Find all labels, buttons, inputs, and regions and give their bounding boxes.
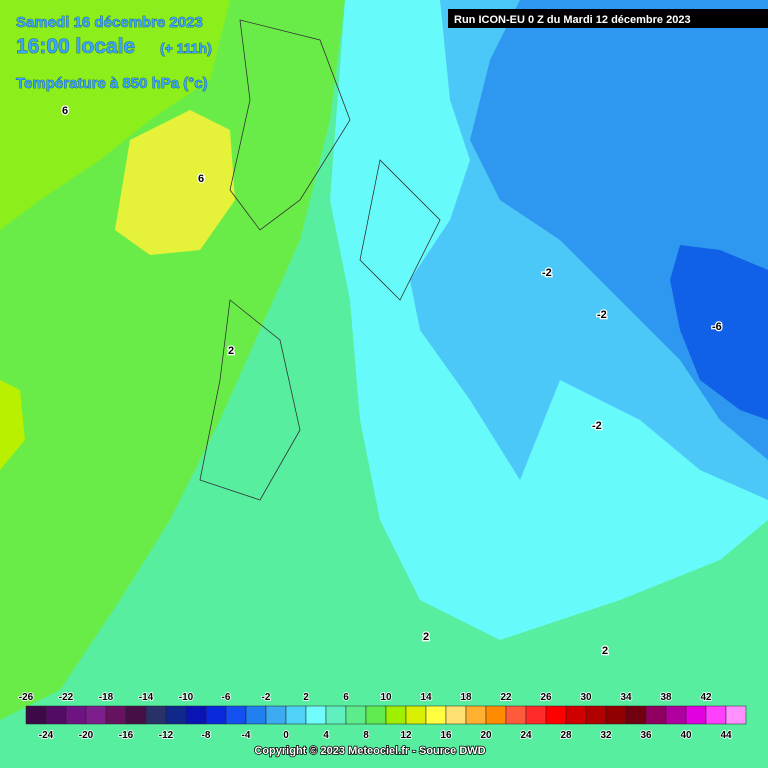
- color-scale: -26-24-22-20-18-16-14-12-10-8-6-4-202468…: [18, 691, 747, 742]
- scale-cell: [145, 705, 167, 725]
- scale-cell: [505, 705, 527, 725]
- scale-label: 38: [660, 692, 672, 703]
- scale-label: -8: [202, 730, 211, 741]
- scale-label: 20: [480, 730, 492, 741]
- scale-label: -6: [222, 692, 231, 703]
- scale-label: 24: [520, 730, 532, 741]
- scale-cell: [345, 705, 367, 725]
- scale-cell: [265, 705, 287, 725]
- scale-label: 40: [680, 730, 692, 741]
- scale-label: 28: [560, 730, 572, 741]
- coldest-zone: [670, 245, 768, 420]
- scale-label: 16: [440, 730, 452, 741]
- scale-label: 4: [323, 730, 329, 741]
- scale-label: 10: [380, 692, 392, 703]
- scale-label: -10: [179, 692, 194, 703]
- scale-label: 2: [303, 692, 309, 703]
- scale-label: 0: [283, 730, 289, 741]
- field-label: Température à 850 hPa (°c): [16, 75, 208, 92]
- warm-blob: [115, 110, 235, 255]
- scale-label: -16: [119, 730, 134, 741]
- scale-cell: [445, 705, 467, 725]
- scale-label: -14: [139, 692, 154, 703]
- scale-label: -26: [19, 692, 34, 703]
- scale-label: 32: [600, 730, 612, 741]
- run-box: [448, 9, 768, 28]
- scale-cell: [45, 705, 67, 725]
- scale-cell: [185, 705, 207, 725]
- contour-label: -2: [597, 309, 607, 321]
- scale-label: 8: [363, 730, 369, 741]
- scale-label: -24: [39, 730, 54, 741]
- scale-cell: [365, 705, 387, 725]
- scale-label: -2: [262, 692, 271, 703]
- scale-cell: [705, 705, 727, 725]
- warm-zone-2: [0, 0, 230, 230]
- scale-cell: [205, 705, 227, 725]
- scale-cell: [725, 705, 747, 725]
- date-label: Samedi 16 décembre 2023: [16, 14, 203, 31]
- contour-label: 2: [423, 631, 429, 643]
- scale-cell: [25, 705, 47, 725]
- copyright: Copyright © 2023 Meteociel.fr - Source D…: [254, 745, 485, 757]
- contour-label: 6: [198, 173, 204, 185]
- warm-zone-3: [0, 380, 25, 470]
- scale-cell: [665, 705, 687, 725]
- contour-label: -2: [542, 267, 552, 279]
- scale-cell: [325, 705, 347, 725]
- scale-label: 36: [640, 730, 652, 741]
- scale-cell: [425, 705, 447, 725]
- scale-label: 42: [700, 692, 712, 703]
- scale-label: -22: [59, 692, 74, 703]
- scale-cell: [65, 705, 87, 725]
- scale-cell: [545, 705, 567, 725]
- scale-cell: [385, 705, 407, 725]
- contour-label: 6: [62, 105, 68, 117]
- warm-zone: [0, 0, 345, 720]
- scale-label: -20: [79, 730, 94, 741]
- run-label: Run ICON-EU 0 Z du Mardi 12 décembre 202…: [454, 14, 691, 26]
- scale-cell: [225, 705, 247, 725]
- scale-cell: [565, 705, 587, 725]
- scale-label: 22: [500, 692, 512, 703]
- scale-label: -18: [99, 692, 114, 703]
- scale-cell: [85, 705, 107, 725]
- contour-label: -2: [592, 420, 602, 432]
- scale-label: 30: [580, 692, 592, 703]
- scale-label: -4: [242, 730, 251, 741]
- scale-cell: [685, 705, 707, 725]
- contour-label: -6: [712, 321, 722, 333]
- scale-cell: [465, 705, 487, 725]
- scale-cell: [645, 705, 667, 725]
- scale-label: 18: [460, 692, 472, 703]
- scale-label: 14: [420, 692, 432, 703]
- scale-label: 26: [540, 692, 552, 703]
- scale-cell: [525, 705, 547, 725]
- scale-cell: [245, 705, 267, 725]
- scale-cell: [485, 705, 507, 725]
- contour-label: 2: [602, 645, 608, 657]
- scale-label: 6: [343, 692, 349, 703]
- scale-cell: [125, 705, 147, 725]
- coastline: [199, 19, 441, 501]
- lead-label: (+ 111h): [160, 40, 212, 56]
- scale-cell: [605, 705, 627, 725]
- scale-cell: [405, 705, 427, 725]
- scale-cell: [305, 705, 327, 725]
- contour-label: 2: [228, 345, 234, 357]
- scale-cell: [165, 705, 187, 725]
- scale-label: -12: [159, 730, 174, 741]
- scale-cell: [105, 705, 127, 725]
- scale-label: 44: [720, 730, 732, 741]
- scale-cell: [625, 705, 647, 725]
- scale-cell: [585, 705, 607, 725]
- scale-cell: [285, 705, 307, 725]
- scale-label: 34: [620, 692, 632, 703]
- time-label: 16:00 locale: [16, 35, 135, 58]
- scale-label: 12: [400, 730, 412, 741]
